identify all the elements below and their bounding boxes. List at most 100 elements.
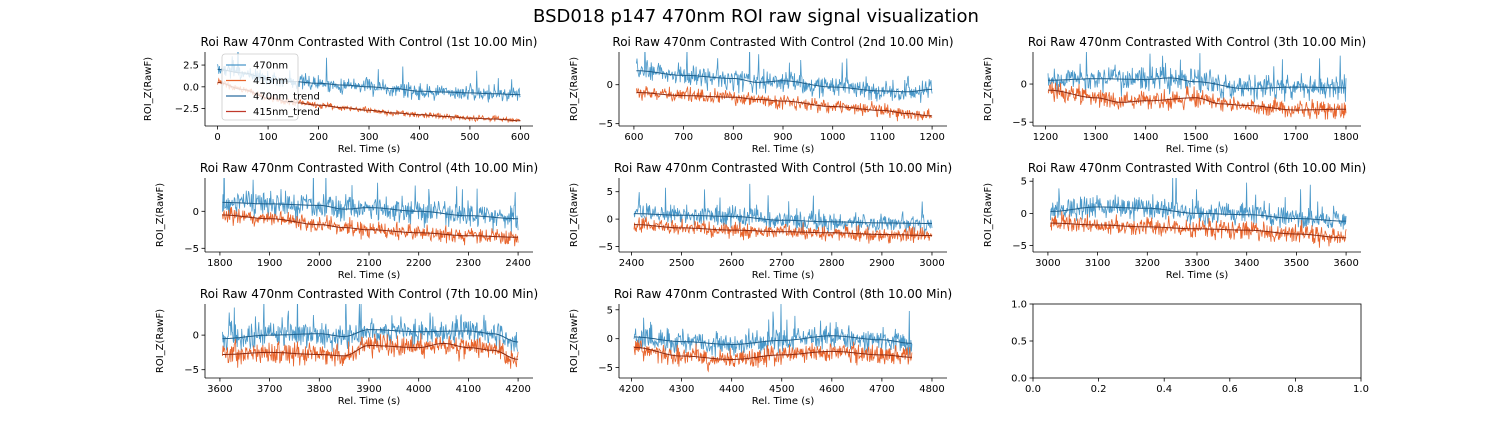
subplot-title: Roi Raw 470nm Contrasted With Control (5…	[614, 161, 952, 175]
subplot-title: Roi Raw 470nm Contrasted With Control (4…	[200, 161, 538, 175]
x-axis-label: Rel. Time (s)	[1166, 270, 1229, 281]
x-tick-label: 2200	[406, 258, 431, 269]
subplot-2: 600 700 800 900 1000 1100 1200 −5 0 Roi Raw 470nm…	[569, 35, 954, 155]
legend-label-470nm: 470nm	[253, 61, 288, 72]
series-470nm-trend-line	[634, 213, 932, 224]
x-tick-label: 900	[773, 132, 792, 143]
subplot-1: 0 100 200 300 400 500 600 −2.5 0.0 2.5 Roi Raw 470…	[143, 35, 537, 155]
subplot-title: Roi Raw 470nm Contrasted With Control (6…	[1028, 161, 1366, 175]
x-tick-label: 1600	[1233, 132, 1258, 143]
x-axis-label: Rel. Time (s)	[338, 396, 401, 407]
y-tick-label: 0	[193, 331, 199, 342]
x-tick-label: 0.0	[1025, 384, 1041, 395]
subplot-title: Roi Raw 470nm Contrasted With Control (1…	[201, 35, 538, 49]
x-tick-label: 700	[674, 132, 693, 143]
x-tick-label: 100	[259, 132, 278, 143]
x-tick-label: 3800	[307, 384, 332, 395]
y-tick-label: −5	[1012, 118, 1027, 129]
x-tick-label: 1400	[1133, 132, 1158, 143]
x-tick-label: 2700	[769, 258, 794, 269]
x-tick-label: 2400	[619, 258, 644, 269]
x-tick-label: 2000	[307, 258, 332, 269]
x-tick-label: 2600	[719, 258, 744, 269]
series-415nm-trend-line	[1047, 89, 1346, 111]
plot-area	[636, 52, 933, 122]
legend-box	[221, 53, 299, 121]
y-tick-label: −5	[598, 242, 613, 253]
series-415nm-trend-line	[222, 342, 519, 360]
x-tick-label: 4100	[456, 384, 481, 395]
x-tick-label: 600	[511, 132, 530, 143]
x-axis-label: Rel. Time (s)	[752, 270, 815, 281]
legend-label-415nm_trend: 415nm_trend	[253, 107, 320, 118]
series-470nm-line	[222, 304, 519, 353]
y-tick-label: 0.0	[183, 82, 199, 93]
x-axis-label: Rel. Time (s)	[338, 270, 401, 281]
x-axis-label: Rel. Time (s)	[752, 144, 815, 155]
subplot-5: 2400 2500 2600 2700 2800 2900 3000 −5 0 5 Roi Raw …	[569, 161, 952, 281]
y-tick-label: 1.0	[1011, 300, 1027, 311]
x-tick-label: 4300	[669, 384, 694, 395]
x-tick-label: 1800	[1333, 132, 1358, 143]
x-tick-label: 1900	[257, 258, 282, 269]
x-tick-label: 4600	[819, 384, 844, 395]
y-tick-label: −2.5	[175, 104, 199, 115]
y-tick-label: −5	[598, 119, 613, 130]
series-470nm-trend-line	[634, 335, 912, 345]
x-tick-label: 1200	[1033, 132, 1058, 143]
y-axis-label: ROI_Z(RawF)	[983, 57, 994, 121]
y-tick-label: 5	[607, 187, 613, 198]
x-tick-label: 3900	[356, 384, 381, 395]
subplot-title: Roi Raw 470nm Contrasted With Control (7…	[200, 287, 538, 301]
x-tick-label: 3500	[1284, 258, 1309, 269]
x-tick-label: 1700	[1283, 132, 1308, 143]
series-415nm-trend-line	[634, 224, 933, 237]
y-tick-label: 5	[1021, 177, 1027, 188]
plot-area	[1050, 178, 1347, 248]
legend: 470nm 415nm 470nm_trend 415nm_trend	[221, 53, 320, 121]
x-tick-label: 2100	[356, 258, 381, 269]
series-470nm-line	[633, 304, 913, 358]
x-tick-label: 4000	[406, 384, 431, 395]
y-tick-label: −5	[184, 244, 199, 255]
plot-area	[1047, 52, 1347, 120]
series-415nm-line	[222, 333, 519, 369]
x-tick-label: 200	[309, 132, 328, 143]
x-tick-label: 1.0	[1353, 384, 1369, 395]
plot-area	[222, 178, 519, 247]
y-tick-label: 0	[607, 334, 613, 345]
legend-label-470nm_trend: 470nm_trend	[253, 92, 320, 103]
x-tick-label: 0.8	[1287, 384, 1303, 395]
x-tick-label: 1800	[207, 258, 232, 269]
y-tick-label: −5	[1012, 241, 1027, 252]
figure-title: BSD018 p147 470nm ROI raw signal visuali…	[533, 6, 979, 27]
axes-frame	[1032, 303, 1362, 379]
y-axis-label: ROI_Z(RawF)	[569, 57, 580, 121]
x-tick-label: 1300	[1083, 132, 1108, 143]
x-tick-label: 800	[724, 132, 743, 143]
series-415nm-trend-line	[222, 214, 519, 238]
y-axis-label: ROI_Z(RawF)	[569, 183, 580, 247]
x-tick-label: 400	[410, 132, 429, 143]
x-tick-label: 2400	[505, 258, 530, 269]
series-470nm-line	[636, 52, 933, 103]
plot-area	[633, 183, 933, 244]
x-tick-label: 4500	[769, 384, 794, 395]
subplot-7: 3600 3700 3800 3900 4000 4100 4200 −5 0 Roi Raw 4…	[155, 287, 538, 407]
series-470nm-trend-line	[1048, 77, 1346, 90]
x-tick-label: 3600	[1333, 258, 1358, 269]
subplot-3: 1200 1300 1400 1500 1600 1700 1800 −5 0 Roi Raw 4…	[983, 35, 1366, 155]
y-tick-label: 0.0	[1011, 374, 1027, 385]
series-470nm-trend-line	[222, 329, 519, 343]
x-tick-label: 3700	[257, 384, 282, 395]
y-tick-label: 2.5	[183, 61, 199, 72]
x-tick-label: 1500	[1183, 132, 1208, 143]
y-tick-label: 0	[1021, 209, 1027, 220]
y-axis-label: ROI_Z(RawF)	[155, 183, 166, 247]
y-tick-label: 0	[607, 80, 613, 91]
series-470nm-line	[222, 178, 519, 235]
x-tick-label: 3400	[1234, 258, 1259, 269]
y-tick-label: 5	[607, 305, 613, 316]
